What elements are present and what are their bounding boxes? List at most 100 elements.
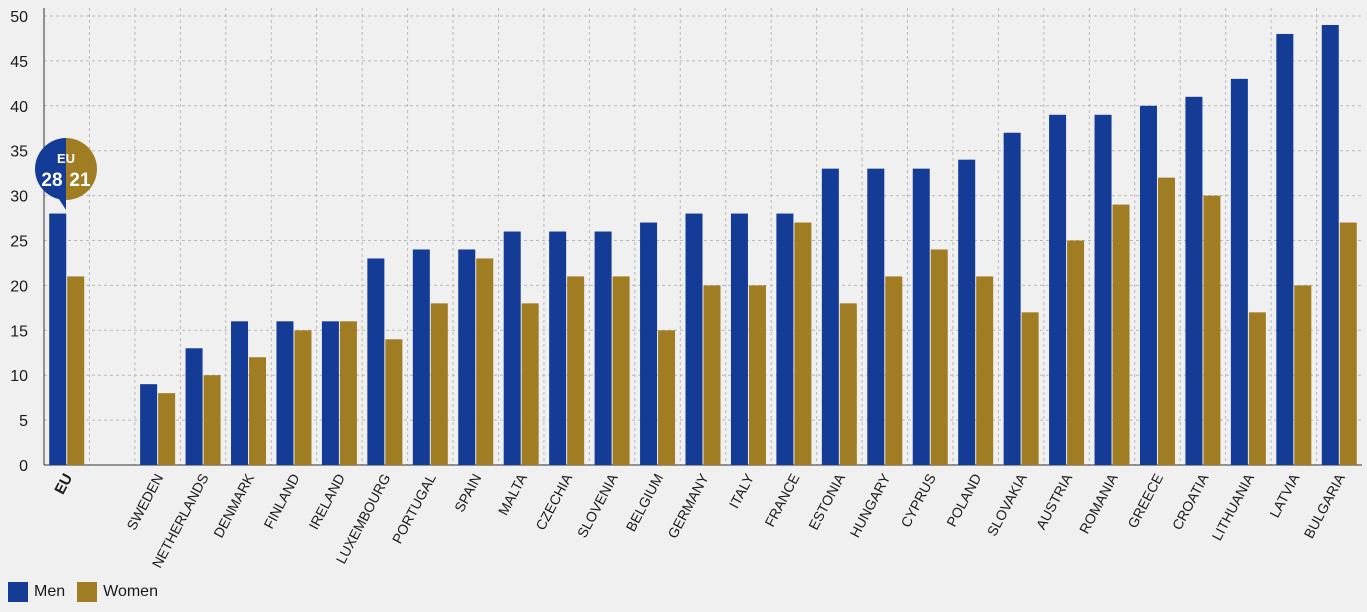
callout-men-value: 28 — [41, 170, 62, 191]
bar-men — [367, 258, 385, 465]
bar-men — [1321, 24, 1339, 465]
bar-men — [594, 231, 612, 465]
bar-women — [658, 330, 676, 465]
bar-men — [685, 213, 703, 465]
x-tick-label: FRANCE — [761, 471, 802, 529]
y-tick-label: 5 — [19, 413, 28, 430]
legend-swatch-men — [8, 582, 28, 602]
x-tick-label: FINLAND — [260, 471, 302, 531]
x-tick-label: PORTUGAL — [389, 471, 439, 546]
bar-women — [385, 339, 403, 465]
bar-men — [140, 384, 158, 465]
bar-women — [67, 276, 85, 465]
bar-women — [476, 258, 494, 465]
bar-women — [976, 276, 994, 465]
bar-women — [794, 222, 812, 465]
bar-men — [1094, 114, 1112, 465]
bar-women — [1203, 195, 1221, 465]
y-tick-label: 45 — [10, 54, 28, 71]
x-tick-label: ITALY — [726, 470, 758, 511]
x-tick-label: BULGARIA — [1301, 470, 1349, 541]
bar-men — [185, 348, 203, 465]
x-tick-label: MALTA — [495, 470, 530, 517]
bar-men — [867, 168, 885, 465]
x-tick-label: DENMARK — [210, 470, 257, 540]
legend-swatch-women — [77, 582, 98, 602]
x-tick-label: ESTONIA — [805, 470, 848, 532]
bar-men — [276, 321, 294, 465]
legend-item-women: Women — [77, 582, 158, 602]
legend-label-men: Men — [34, 583, 66, 600]
x-tick-label: CROATIA — [1169, 470, 1212, 532]
x-tick-label: SLOVAKIA — [984, 470, 1030, 538]
callout-pointer — [57, 196, 66, 210]
bar-women — [567, 276, 585, 465]
y-tick-label: 25 — [10, 234, 28, 251]
bar-women — [885, 276, 903, 465]
y-tick-label: 30 — [10, 189, 28, 206]
bar-men — [821, 168, 839, 465]
bar-women — [521, 303, 539, 465]
bar-women — [1112, 204, 1130, 465]
bar-men — [640, 222, 658, 465]
y-tick-label: 15 — [10, 323, 28, 340]
bar-men — [49, 213, 67, 465]
legend: Men Women — [8, 582, 162, 602]
bar-men — [1185, 96, 1203, 465]
x-tick-label: IRELAND — [305, 471, 348, 532]
bar-women — [839, 303, 857, 465]
x-tick-label: LATVIA — [1266, 470, 1303, 520]
bar-women — [249, 357, 267, 465]
y-tick-label: 20 — [10, 278, 28, 295]
bar-women — [294, 330, 312, 465]
x-tick-label: CZECHIA — [532, 470, 575, 532]
x-tick-label: POLAND — [943, 471, 984, 529]
callout-left-half — [35, 138, 66, 200]
bar-women — [430, 303, 448, 465]
bar-men — [1230, 78, 1248, 466]
x-tick-label: ROMANIA — [1076, 470, 1121, 536]
y-tick-label: 0 — [19, 458, 28, 475]
bar-men — [1049, 114, 1067, 465]
x-tick-label: EU — [51, 471, 76, 497]
bar-men — [1276, 33, 1294, 466]
bar-men — [912, 168, 930, 465]
bar-women — [930, 249, 948, 465]
legend-label-women: Women — [103, 583, 158, 600]
x-tick-label: GREECE — [1124, 471, 1166, 531]
callout-women-value: 21 — [69, 170, 91, 191]
bar-men — [321, 321, 339, 465]
bar-women — [703, 285, 721, 465]
legend-item-men: Men — [8, 582, 65, 602]
y-tick-label: 50 — [10, 9, 28, 26]
x-tick-label: GERMANY — [664, 470, 712, 541]
x-tick-label: SPAIN — [451, 471, 484, 515]
bar-men — [458, 249, 476, 465]
x-tick-label: SLOVENIA — [574, 470, 621, 540]
bar-men — [1139, 105, 1157, 466]
callout-label: EU — [57, 151, 75, 166]
x-tick-label: SWEDEN — [123, 471, 166, 533]
y-tick-label: 35 — [10, 144, 28, 161]
x-tick-label: LITHUANIA — [1209, 470, 1258, 543]
bar-women — [1248, 312, 1266, 465]
bar-women — [158, 393, 176, 465]
bar-men — [231, 321, 249, 465]
bar-women — [1294, 285, 1312, 465]
bar-men — [503, 231, 521, 465]
bar-women — [1339, 222, 1357, 465]
bar-men — [958, 159, 976, 465]
bars — [49, 24, 1357, 466]
bar-women — [1157, 177, 1175, 465]
bar-women — [612, 276, 630, 465]
bar-women — [1021, 312, 1039, 465]
bar-women — [748, 285, 766, 465]
bar-women — [1067, 240, 1085, 465]
bar-men — [549, 231, 567, 465]
y-tick-label: 40 — [10, 99, 28, 116]
bar-women — [203, 375, 221, 465]
bar-women — [339, 321, 357, 465]
bar-men — [730, 213, 748, 465]
